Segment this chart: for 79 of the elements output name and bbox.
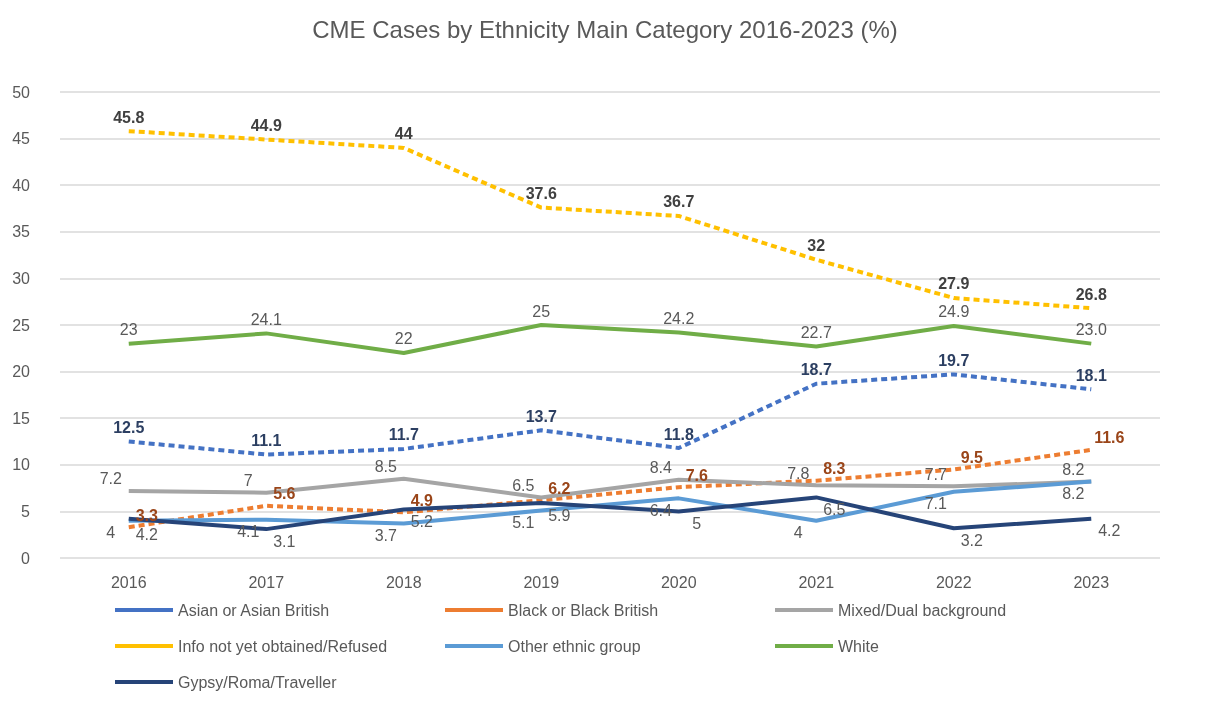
data-label: 24.2: [663, 309, 695, 327]
data-label: 6.5: [823, 500, 846, 518]
y-tick-label: 15: [12, 409, 31, 427]
data-label: 22.7: [800, 323, 832, 341]
data-label: 25: [532, 302, 551, 320]
y-tick-label: 50: [12, 83, 31, 101]
data-label: 44.9: [250, 117, 282, 135]
data-label: 5.1: [512, 513, 535, 531]
data-label: 26.8: [1075, 285, 1107, 303]
x-tick-label: 2017: [248, 573, 285, 591]
y-tick-label: 10: [12, 456, 31, 474]
data-label: 4: [793, 524, 803, 542]
data-label: 3.1: [273, 532, 296, 550]
y-tick-label: 25: [12, 316, 31, 334]
legend-label: Black or Black British: [508, 601, 659, 619]
legend-label: Info not yet obtained/Refused: [178, 637, 388, 655]
y-tick-label: 45: [12, 130, 31, 148]
data-label: 9.5: [960, 448, 983, 466]
data-label: 23.0: [1075, 321, 1107, 339]
data-label: 5.9: [548, 506, 571, 524]
data-label: 8.2: [1062, 461, 1085, 479]
data-label: 11.1: [251, 432, 282, 450]
data-label: 8.4: [649, 459, 672, 477]
data-label: 8.2: [1062, 485, 1085, 503]
data-label: 37.6: [525, 185, 557, 203]
y-tick-label: 0: [21, 549, 31, 567]
data-label: 18.1: [1075, 366, 1107, 384]
legend-label: Asian or Asian British: [178, 601, 330, 619]
data-label: 45.8: [113, 108, 145, 126]
data-label: 5.6: [273, 485, 296, 503]
data-label: 6.2: [548, 479, 571, 497]
data-label: 11.7: [388, 426, 419, 444]
data-label: 13.7: [525, 407, 557, 425]
legend-label: Gypsy/Roma/Traveller: [178, 673, 338, 691]
data-label: 11.8: [663, 425, 694, 443]
data-label: 23: [119, 321, 138, 339]
data-label: 4.2: [135, 525, 158, 543]
data-label: 3.7: [374, 527, 397, 545]
y-tick-label: 20: [12, 363, 31, 381]
legend-label: White: [838, 637, 879, 655]
data-label: 19.7: [938, 351, 970, 369]
data-label: 4: [106, 524, 116, 542]
data-label: 44: [394, 125, 413, 143]
chart-title: CME Cases by Ethnicity Main Category 2016-2023 (%): [312, 15, 898, 43]
x-tick-label: 2021: [798, 573, 835, 591]
y-tick-label: 5: [21, 502, 31, 520]
data-label: 3.2: [960, 531, 983, 549]
data-label: 36.7: [663, 193, 695, 211]
y-tick-label: 40: [12, 176, 31, 194]
data-label: 12.5: [113, 419, 145, 436]
data-label: 7.2: [99, 470, 122, 488]
data-label: 24.9: [938, 303, 970, 321]
data-label: 11.6: [1094, 429, 1125, 447]
x-tick-label: 2018: [385, 573, 422, 591]
x-tick-label: 2023: [1073, 573, 1110, 591]
data-label: 6.5: [512, 476, 535, 494]
y-tick-label: 30: [12, 269, 31, 287]
data-label: 7.8: [787, 464, 810, 482]
data-label: 7: [243, 472, 253, 490]
y-tick-label: 35: [12, 223, 31, 241]
legend-label: Other ethnic group: [508, 637, 641, 655]
data-label: 4.9: [410, 491, 433, 509]
data-label: 7.1: [924, 495, 947, 513]
x-tick-label: 2016: [110, 573, 147, 591]
data-label: 8.3: [823, 460, 846, 478]
x-tick-label: 2022: [935, 573, 972, 591]
data-label: 4.2: [1098, 522, 1121, 540]
data-label: 8.5: [374, 458, 397, 476]
data-label: 32: [807, 237, 826, 255]
data-label: 22: [394, 330, 413, 348]
data-label: 24.1: [250, 310, 282, 328]
data-label: 7.6: [685, 466, 708, 484]
x-tick-label: 2020: [660, 573, 697, 591]
x-tick-label: 2019: [523, 573, 560, 591]
data-label: 5: [692, 514, 702, 532]
data-label: 18.7: [800, 361, 832, 379]
data-label: 27.9: [938, 275, 970, 293]
legend-label: Mixed/Dual background: [838, 601, 1007, 619]
data-label: 6.4: [649, 501, 672, 519]
